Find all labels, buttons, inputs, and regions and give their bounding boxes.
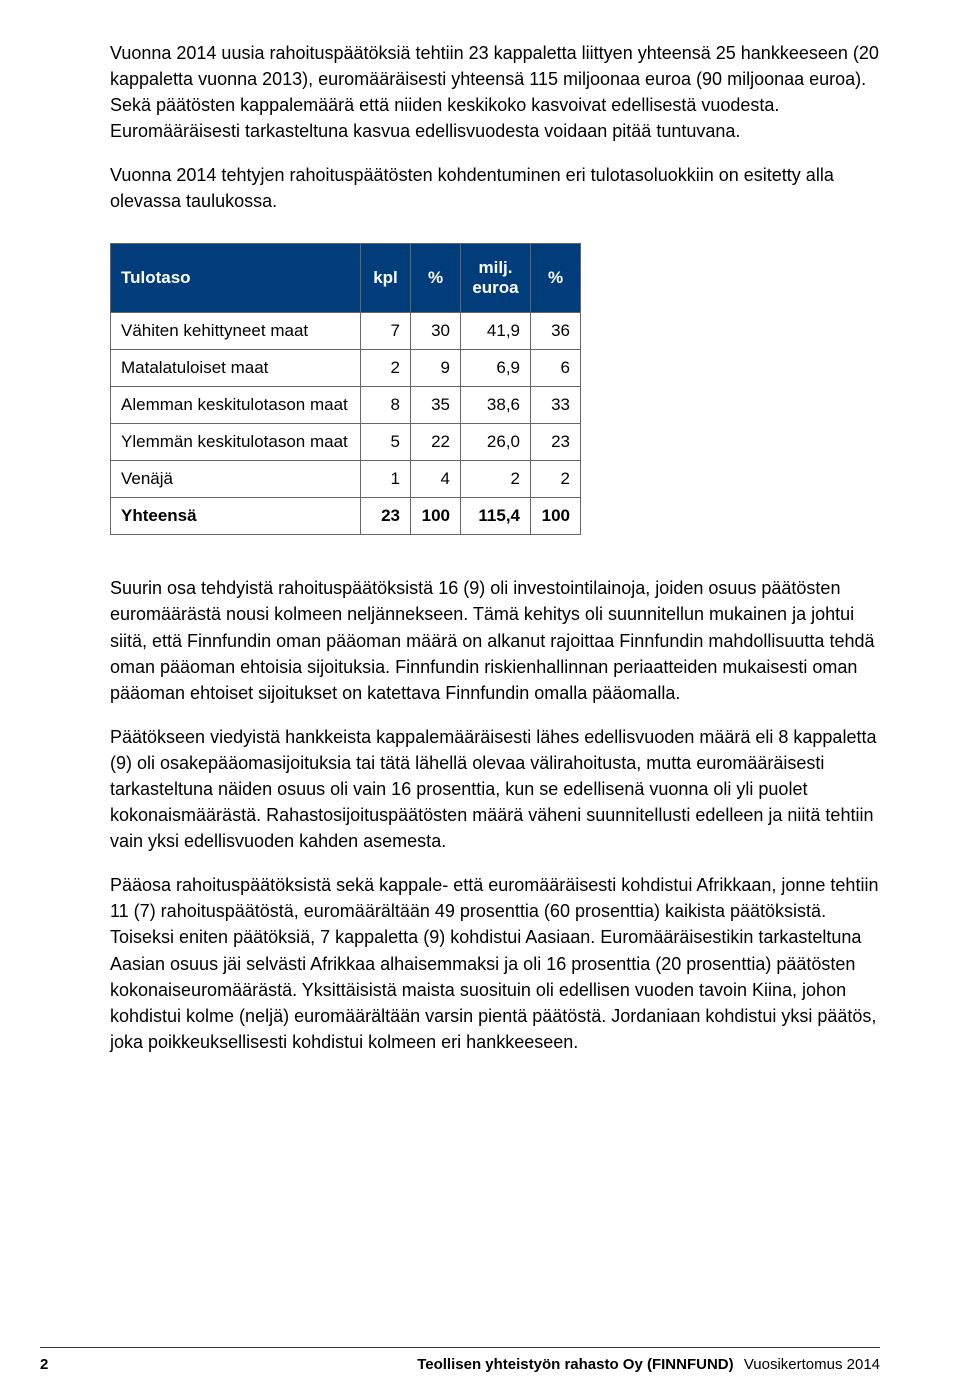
table-cell: 6,9 [461,350,531,387]
table-cell: 115,4 [461,498,531,535]
table-cell: 2 [531,461,581,498]
income-level-table: Tulotaso kpl % milj. euroa % Vähiten keh… [110,243,880,536]
table-cell: 100 [531,498,581,535]
col-header-milj: milj. [478,258,512,278]
col-header-tulotaso: Tulotaso [111,243,361,313]
table-cell: 41,9 [461,313,531,350]
table-cell: 5 [361,424,411,461]
col-header-euro-pct: % [531,243,581,313]
table-cell: Yhteensä [111,498,361,535]
table-cell: 9 [411,350,461,387]
table-cell: 33 [531,387,581,424]
footer-subtitle: Vuosikertomus 2014 [744,1356,880,1373]
table-cell: 38,6 [461,387,531,424]
table-cell: 30 [411,313,461,350]
table-cell: 6 [531,350,581,387]
col-header-euroa: euroa [472,278,518,298]
table-cell: 2 [461,461,531,498]
footer-title: Teollisen yhteistyön rahasto Oy (FINNFUN… [417,1356,733,1373]
table-cell: Venäjä [111,461,361,498]
table-row: Venäjä1422 [111,461,581,498]
table-cell: 23 [361,498,411,535]
body-paragraph: Vuonna 2014 uusia rahoituspäätöksiä teht… [110,40,880,144]
body-paragraph: Vuonna 2014 tehtyjen rahoituspäätösten k… [110,162,880,214]
table-cell: 26,0 [461,424,531,461]
table-cell: 100 [411,498,461,535]
table-cell: 36 [531,313,581,350]
table-row: Yhteensä23100115,4100 [111,498,581,535]
col-header-kpl: kpl [361,243,411,313]
table-row: Matalatuloiset maat296,96 [111,350,581,387]
body-paragraph: Pääosa rahoituspäätöksistä sekä kappale-… [110,872,880,1055]
table-row: Alemman keskitulotason maat83538,633 [111,387,581,424]
table-cell: 23 [531,424,581,461]
table-cell: 1 [361,461,411,498]
table-cell: 2 [361,350,411,387]
col-header-kpl-pct: % [411,243,461,313]
table-cell: Alemman keskitulotason maat [111,387,361,424]
table-cell: Ylemmän keskitulotason maat [111,424,361,461]
body-paragraph: Suurin osa tehdyistä rahoituspäätöksistä… [110,575,880,705]
table-cell: 8 [361,387,411,424]
footer-divider [40,1347,880,1348]
table-cell: Matalatuloiset maat [111,350,361,387]
table-cell: Vähiten kehittyneet maat [111,313,361,350]
table-cell: 22 [411,424,461,461]
table-cell: 4 [411,461,461,498]
body-paragraph: Päätökseen viedyistä hankkeista kappalem… [110,724,880,854]
table-cell: 7 [361,313,411,350]
table-header-row: Tulotaso kpl % milj. euroa % [111,243,581,313]
col-header-milj-euroa: milj. euroa [461,243,531,313]
footer-page-number: 2 [40,1356,48,1373]
table-cell: 35 [411,387,461,424]
page-footer: 2 Teollisen yhteistyön rahasto Oy (FINNF… [0,1347,960,1373]
table-row: Ylemmän keskitulotason maat52226,023 [111,424,581,461]
table-row: Vähiten kehittyneet maat73041,936 [111,313,581,350]
